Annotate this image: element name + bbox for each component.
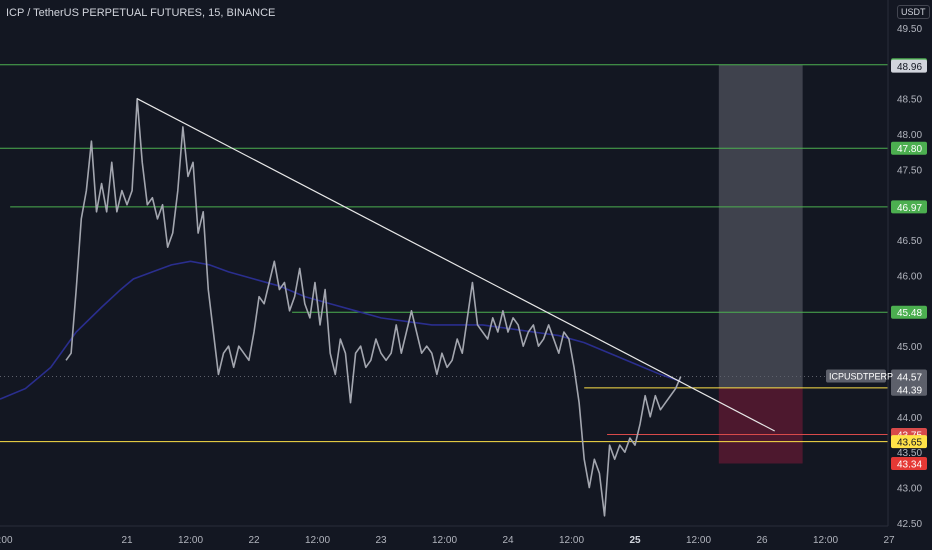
y-tick-7: 46.00: [897, 271, 922, 282]
x-tick-2: 12:00: [178, 535, 203, 546]
level-badge-1-bg: [891, 141, 927, 155]
moving-average-layer: [0, 260, 681, 400]
x-tick-11: 26: [756, 535, 768, 546]
price-badge-0-label: 48.96: [897, 62, 922, 73]
level-badge-3-label: 45.48: [897, 308, 922, 319]
price-badge-2-label: 44.39: [897, 385, 922, 396]
level-badge-2-label: 46.97: [897, 203, 922, 214]
trend-line-layer: [136, 98, 775, 432]
position-box-layer: [718, 64, 803, 464]
price-line: [65, 97, 682, 517]
level-badge-5-label: 43.65: [897, 438, 922, 449]
current-price-badge-label: 44.57: [897, 373, 922, 384]
position-profit-zone: [718, 64, 803, 388]
level-badge-3-bg: [891, 305, 927, 319]
y-tick-14: 42.50: [897, 519, 922, 530]
price-badge-3-label: 43.34: [897, 460, 922, 471]
y-tick-3: 48.00: [897, 130, 922, 141]
time-axis: 12:00 21 12:00 22 12:00 23 12:00 24 12:00 25 12:00…: [0, 525, 895, 546]
chart-title: ICP / TetherUS PERPETUAL FUTURES, 15, BI…: [6, 7, 276, 19]
price-badge-2-bg: [891, 382, 927, 396]
price-line-layer: [65, 97, 682, 517]
x-tick-3: 22: [248, 535, 260, 546]
trend-line: [136, 98, 775, 432]
y-tick-9: 45.00: [897, 342, 922, 353]
price-badge-3-bg: [891, 457, 927, 471]
y-tick-0: 49.50: [897, 24, 922, 35]
x-tick-5: 23: [375, 535, 387, 546]
horizontal-levels-layer: [0, 64, 888, 443]
symbol-badge-bg: [826, 369, 886, 383]
y-tick-2: 48.50: [897, 95, 922, 106]
symbol-badge-label: ICPUSDTPERP: [829, 372, 893, 382]
x-tick-4: 12:00: [305, 535, 330, 546]
x-tick-8: 12:00: [559, 535, 584, 546]
y-tick-6: 46.50: [897, 236, 922, 247]
y-tick-12: 43.50: [897, 448, 922, 459]
price-axis: 49.5049.0048.5048.0047.5047.0046.5046.00…: [887, 0, 922, 530]
price-badge-0-bg: [891, 59, 927, 73]
x-tick-12: 12:00: [813, 535, 838, 546]
x-tick-6: 12:00: [432, 535, 457, 546]
position-loss-zone: [718, 387, 803, 464]
x-tick-7: 24: [502, 535, 514, 546]
level-badge-2-bg: [891, 200, 927, 214]
level-badge-1-label: 47.80: [897, 144, 922, 155]
price-badges-layer: 48.9847.8046.9745.4843.7543.6544.4148.96…: [826, 58, 927, 471]
x-tick-0: 12:00: [0, 535, 13, 546]
level-badge-5-bg: [891, 435, 927, 449]
currency-badge[interactable]: USDT: [897, 5, 930, 19]
moving-average-line: [0, 260, 681, 400]
x-tick-13: 27: [883, 535, 895, 546]
y-tick-4: 47.50: [897, 165, 922, 176]
x-tick-10: 12:00: [686, 535, 711, 546]
y-tick-11: 44.00: [897, 413, 922, 424]
x-tick-1: 21: [121, 535, 133, 546]
y-tick-13: 43.00: [897, 484, 922, 495]
x-tick-9: 25: [629, 535, 641, 546]
